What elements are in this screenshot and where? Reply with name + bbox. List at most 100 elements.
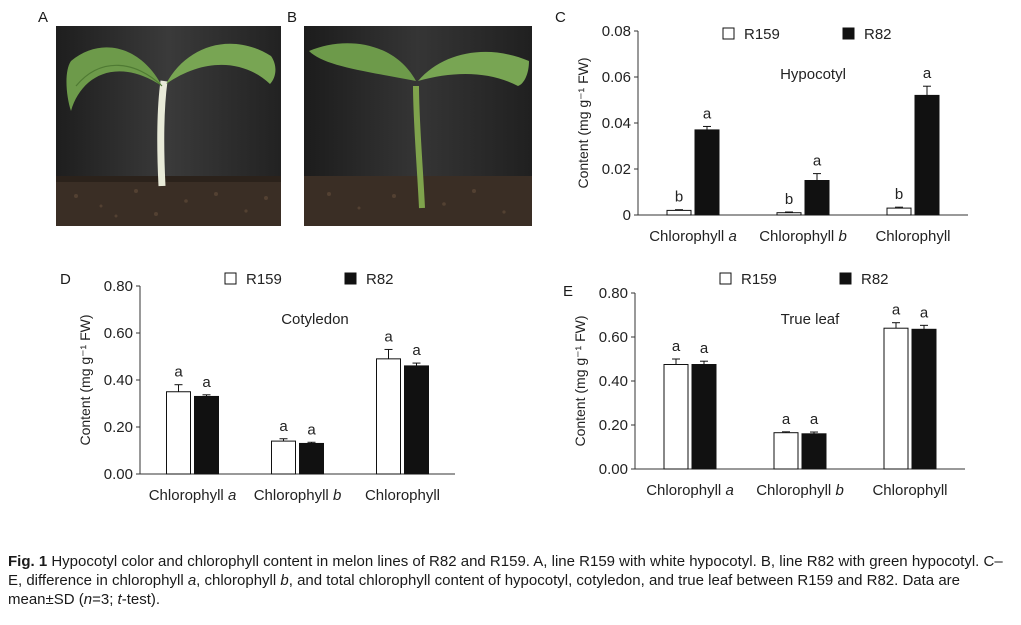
- chart-inner-label-d: Cotyledon: [281, 311, 349, 328]
- significance-letter-r82-d: a: [307, 421, 316, 438]
- caption-text-1: Hypocotyl color and chlorophyll content …: [8, 553, 1003, 589]
- y-tick-label-c: 0.02: [602, 161, 631, 178]
- y-axis-label-d: Content (mg g⁻¹ FW): [77, 314, 93, 445]
- photo-r159-seedling: [56, 26, 281, 226]
- y-tick-label-e: 0.60: [599, 329, 628, 346]
- caption-italic-n: n: [83, 591, 93, 608]
- significance-letter-r159-c: b: [785, 191, 793, 208]
- significance-letter-r82-e: a: [920, 304, 929, 321]
- caption-text-2: , chlorophyll: [196, 572, 281, 589]
- chart-inner-label-c: Hypocotyl: [780, 66, 846, 83]
- y-tick-label-e: 0.00: [599, 461, 628, 478]
- y-tick-label-e: 0.80: [599, 285, 628, 302]
- significance-letter-r159-c: b: [675, 189, 683, 206]
- x-tick-label-e: Chlorophyll b: [756, 482, 844, 499]
- caption-italic-b: b: [280, 572, 289, 589]
- x-tick-label-e: Chlorophyll: [872, 482, 947, 499]
- caption-italic-t: t: [117, 591, 122, 608]
- significance-letter-r82-e: a: [700, 340, 709, 357]
- caption-fig-label: Fig. 1: [8, 553, 48, 570]
- significance-letter-r82-c: a: [703, 105, 712, 122]
- legend-label-r159-d: R159: [246, 271, 282, 288]
- panel-label-e: E: [563, 283, 574, 300]
- significance-letter-r82-d: a: [412, 342, 421, 359]
- panel-label-b: B: [287, 9, 298, 26]
- y-tick-label-d: 0.60: [104, 325, 133, 342]
- y-axis-label-e: Content (mg g⁻¹ FW): [572, 315, 588, 446]
- bar-r159-e: [883, 327, 909, 470]
- x-tick-label-d: Chlorophyll a: [149, 487, 237, 504]
- x-tick-label-e: Chlorophyll a: [646, 482, 734, 499]
- significance-letter-r159-d: a: [279, 418, 288, 435]
- bar-r82-c: [694, 129, 720, 216]
- y-tick-label-d: 0.20: [104, 419, 133, 436]
- y-tick-label-e: 0.20: [599, 417, 628, 434]
- significance-letter-r82-c: a: [923, 65, 932, 82]
- bar-r82-c: [804, 180, 830, 216]
- bar-r159-d: [166, 391, 191, 475]
- legend-swatch-r159-c: [722, 27, 735, 40]
- panel-label-a: A: [38, 9, 49, 26]
- bar-r159-c: [666, 209, 692, 216]
- photo-r82-seedling: [304, 26, 532, 226]
- y-tick-label-c: 0: [623, 207, 631, 224]
- legend-swatch-r82-e: [839, 272, 852, 285]
- bar-r82-c: [914, 94, 940, 216]
- seedling-green-hypocotyl-image: [304, 26, 532, 226]
- legend-label-r159-c: R159: [744, 26, 780, 43]
- bar-r82-e: [801, 433, 827, 470]
- bar-r82-e: [691, 364, 717, 470]
- legend-label-r82-c: R82: [864, 26, 892, 43]
- bar-r159-d: [376, 358, 401, 475]
- caption-text-5: -test).: [121, 591, 161, 608]
- bar-r82-d: [404, 365, 429, 475]
- caption-text-3: , and total chlorophyll content of hypoc…: [8, 572, 960, 608]
- y-axis-label-c: Content (mg g⁻¹ FW): [575, 57, 591, 188]
- chart-cotyledon: 0.00 0.20 0.40 0.60 0.80 Content (mg g⁻¹ FW) R…: [77, 271, 455, 504]
- y-tick-label-e: 0.40: [599, 373, 628, 390]
- significance-letter-r159-e: a: [892, 302, 901, 319]
- legend-label-r82-d: R82: [366, 271, 394, 288]
- bar-r159-e: [663, 364, 689, 470]
- panel-label-d: D: [60, 271, 71, 288]
- legend-swatch-r82-c: [842, 27, 855, 40]
- y-tick-label-c: 0.06: [602, 69, 631, 86]
- chart-true-leaf: 0.00 0.20 0.40 0.60 0.80 Content (mg g⁻¹ FW) R…: [572, 271, 965, 499]
- legend-swatch-r159-d: [224, 272, 237, 285]
- y-tick-label-c: 0.04: [602, 115, 631, 132]
- bar-r159-c: [886, 207, 912, 216]
- bar-r82-d: [299, 442, 324, 475]
- chart-inner-label-e: True leaf: [781, 311, 840, 328]
- legend-swatch-r159-e: [719, 272, 732, 285]
- x-tick-label-c: Chlorophyll: [875, 228, 950, 245]
- significance-letter-r159-e: a: [672, 338, 681, 355]
- significance-letter-r82-e: a: [810, 411, 819, 428]
- legend-label-r159-e: R159: [741, 271, 777, 288]
- bar-r159-c: [776, 212, 802, 216]
- significance-letter-r159-d: a: [174, 364, 183, 381]
- y-tick-label-d: 0.80: [104, 278, 133, 295]
- y-tick-label-d: 0.00: [104, 466, 133, 483]
- bar-r82-d: [194, 395, 219, 475]
- y-tick-label-d: 0.40: [104, 372, 133, 389]
- significance-letter-r159-d: a: [384, 328, 393, 345]
- y-tick-label-c: 0.08: [602, 23, 631, 40]
- seedling-white-hypocotyl-image: [56, 26, 281, 226]
- significance-letter-r159-c: b: [895, 186, 903, 203]
- legend-swatch-r82-d: [344, 272, 357, 285]
- x-tick-label-c: Chlorophyll b: [759, 228, 847, 245]
- bar-r159-d: [271, 440, 296, 475]
- significance-letter-r82-c: a: [813, 153, 822, 170]
- significance-letter-r82-d: a: [202, 374, 211, 391]
- x-tick-label-c: Chlorophyll a: [649, 228, 737, 245]
- significance-letter-r159-e: a: [782, 411, 791, 428]
- panel-label-c: C: [555, 9, 566, 26]
- bar-r159-e: [773, 432, 799, 470]
- legend-label-r82-e: R82: [861, 271, 889, 288]
- figure-caption: Fig. 1 Hypocotyl color and chlorophyll c…: [8, 552, 1016, 609]
- caption-italic-a: a: [187, 572, 197, 589]
- x-tick-label-d: Chlorophyll: [365, 487, 440, 504]
- caption-text-4: =3;: [92, 591, 118, 608]
- chart-hypocotyl: 0 0.02 0.04 0.06 0.08 Content (mg g⁻¹ FW) R159…: [575, 23, 968, 245]
- x-tick-label-d: Chlorophyll b: [254, 487, 342, 504]
